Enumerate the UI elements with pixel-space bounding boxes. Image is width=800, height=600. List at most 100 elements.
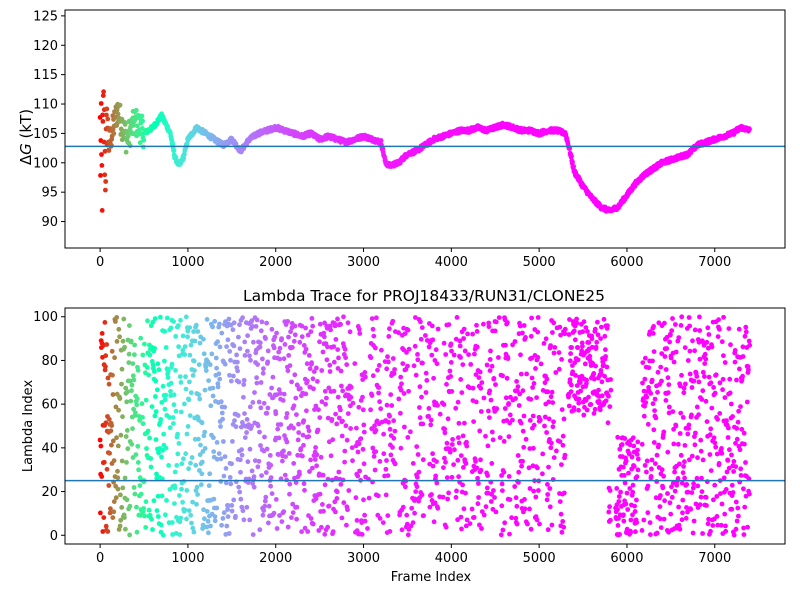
- lambda-point: [477, 428, 483, 434]
- lambda-point: [129, 441, 135, 447]
- lambda-point: [729, 482, 735, 488]
- lambda-point: [142, 513, 148, 519]
- lambda-point: [339, 383, 344, 389]
- lambda-point: [531, 422, 537, 428]
- lambda-point: [117, 523, 123, 529]
- lambda-point: [410, 520, 416, 525]
- lambda-point: [415, 352, 420, 357]
- lambda-point: [159, 493, 165, 499]
- lambda-point: [685, 431, 691, 437]
- lambda-point: [537, 521, 542, 527]
- lambda-point: [509, 515, 514, 521]
- lambda-point: [203, 364, 209, 370]
- lambda-point: [231, 343, 237, 349]
- lambda-point: [390, 356, 396, 361]
- lambda-point: [462, 420, 467, 426]
- lambda-point: [248, 357, 253, 363]
- lambda-point: [130, 361, 136, 366]
- lambda-point: [676, 504, 681, 510]
- lambda-point: [607, 404, 613, 409]
- lambda-point: [171, 402, 177, 408]
- lambda-point: [297, 339, 303, 345]
- lambda-point: [116, 326, 122, 332]
- delta-g-point: [141, 137, 147, 143]
- lambda-point: [317, 491, 323, 497]
- lambda-point: [668, 355, 674, 361]
- lambda-point: [123, 434, 129, 439]
- lambda-point: [662, 354, 668, 359]
- delta-g-y-axis-label: ΔG (kT): [17, 109, 35, 165]
- lambda-point: [116, 407, 121, 413]
- lambda-point: [311, 369, 317, 374]
- lambda-point: [236, 379, 242, 385]
- lambda-point: [227, 349, 233, 354]
- lambda-point: [654, 530, 660, 536]
- lambda-point: [640, 360, 646, 365]
- lambda-point: [678, 323, 684, 328]
- lambda-point: [533, 366, 538, 371]
- lambda-point: [153, 378, 159, 384]
- lambda-point: [694, 374, 700, 379]
- lambda-point: [557, 324, 563, 330]
- lambda-point: [561, 524, 567, 530]
- lambda-point: [241, 382, 247, 387]
- lambda-point: [547, 486, 553, 491]
- lambda-point: [229, 461, 235, 467]
- lambda-point: [735, 505, 741, 511]
- lambda-point: [385, 513, 391, 518]
- lambda-point: [640, 380, 645, 386]
- lambda-point: [431, 519, 437, 525]
- lambda-point: [743, 324, 749, 330]
- lambda-point: [191, 529, 197, 535]
- lambda-point: [171, 421, 176, 426]
- lambda-point: [155, 361, 161, 367]
- lambda-point: [593, 344, 599, 350]
- y-tick-label: 115: [33, 68, 58, 83]
- lambda-point: [101, 515, 107, 520]
- lambda-point: [489, 491, 494, 497]
- lambda-point: [263, 336, 268, 341]
- lambda-point: [630, 435, 636, 441]
- lambda-point: [301, 418, 307, 423]
- lambda-point: [626, 470, 631, 476]
- lambda-point: [258, 443, 263, 448]
- lambda-point: [593, 363, 598, 369]
- lambda-point: [483, 433, 488, 439]
- lambda-point: [415, 357, 421, 363]
- lambda-point: [344, 522, 349, 528]
- lambda-point: [544, 376, 550, 382]
- lambda-point: [233, 513, 238, 519]
- lambda-point: [210, 385, 216, 391]
- lambda-point: [206, 378, 212, 383]
- lambda-point: [140, 352, 146, 358]
- lambda-point: [428, 417, 434, 423]
- lambda-point: [281, 391, 287, 397]
- lambda-point: [622, 480, 628, 486]
- lambda-point: [320, 349, 326, 355]
- lambda-point: [137, 483, 143, 488]
- lambda-point: [538, 361, 544, 367]
- lambda-point: [644, 469, 649, 475]
- lambda-point: [291, 425, 296, 431]
- lambda-points: [97, 314, 753, 538]
- lambda-point: [255, 464, 261, 470]
- lambda-point: [336, 469, 342, 475]
- lambda-point: [506, 434, 512, 439]
- lambda-point: [456, 420, 462, 426]
- lambda-point: [286, 353, 292, 358]
- delta-g-point: [137, 140, 143, 146]
- lambda-point: [568, 389, 574, 394]
- lambda-point: [560, 442, 566, 448]
- lambda-point: [339, 515, 345, 521]
- lambda-point: [251, 484, 257, 490]
- lambda-point: [664, 334, 670, 340]
- lambda-point: [120, 485, 126, 491]
- lambda-point: [618, 489, 623, 495]
- lambda-point: [606, 393, 611, 399]
- lambda-point: [144, 446, 149, 451]
- lambda-point: [371, 454, 377, 459]
- lambda-point: [274, 526, 280, 531]
- lambda-point: [164, 315, 170, 321]
- lambda-point: [445, 496, 450, 502]
- lambda-point: [322, 531, 328, 537]
